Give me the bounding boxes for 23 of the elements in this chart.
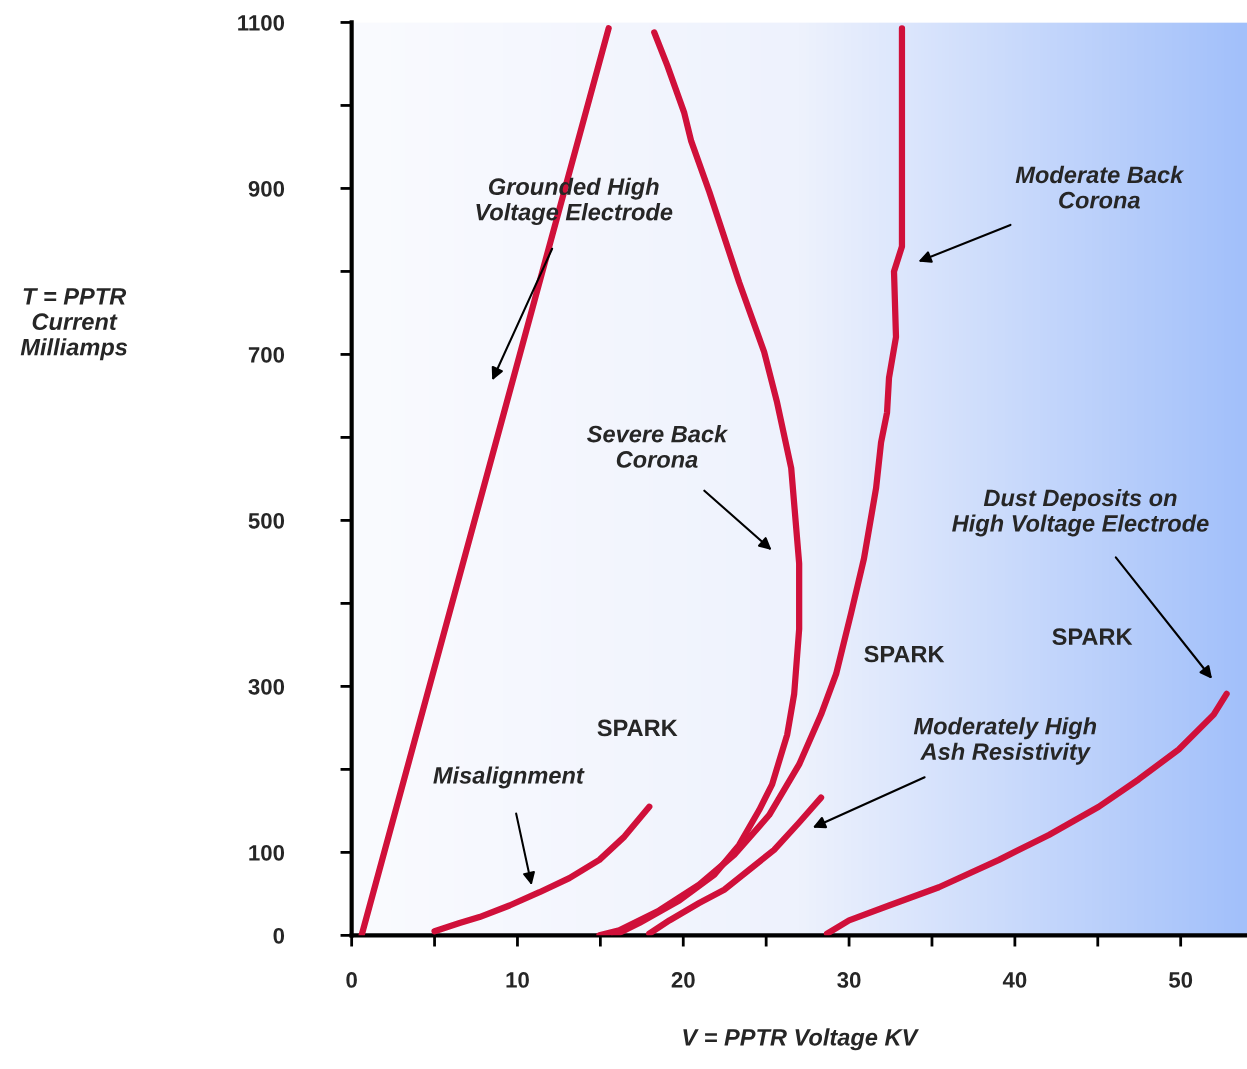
x-tick-label: 0 (346, 972, 357, 988)
y-tick-label: 900 (248, 180, 285, 197)
y-tick-label: 500 (248, 512, 285, 529)
x-tick-label: 20 (671, 972, 695, 988)
annotation: Misalignment (433, 766, 585, 789)
annotation: Severe Back Corona (587, 425, 729, 468)
y-tick-label: 1100 (238, 14, 285, 31)
annotation: SPARK (1052, 628, 1133, 646)
x-tick-label: 30 (837, 972, 861, 988)
annotation: Dust Deposits on High Voltage Electrode (952, 488, 1209, 537)
annotation: Moderate Back Corona (1015, 165, 1185, 209)
y-tick-label: 100 (249, 844, 285, 861)
annotation: SPARK (864, 645, 945, 663)
y-axis-title: T = PPTR Current Milliamps (20, 288, 128, 361)
x-tick-label: 10 (506, 972, 529, 988)
x-tick-label: 40 (1002, 972, 1027, 988)
annotation: SPARK (597, 719, 678, 737)
x-tick-label: 50 (1169, 972, 1193, 988)
y-tick-label: 300 (248, 678, 285, 695)
x-axis-title: V = PPTR Voltage KV (683, 1028, 919, 1051)
y-tick-label: 0 (273, 927, 285, 944)
annotation: Moderately High Ash Resistivity (913, 717, 1097, 765)
y-tick-label: 700 (248, 346, 285, 363)
